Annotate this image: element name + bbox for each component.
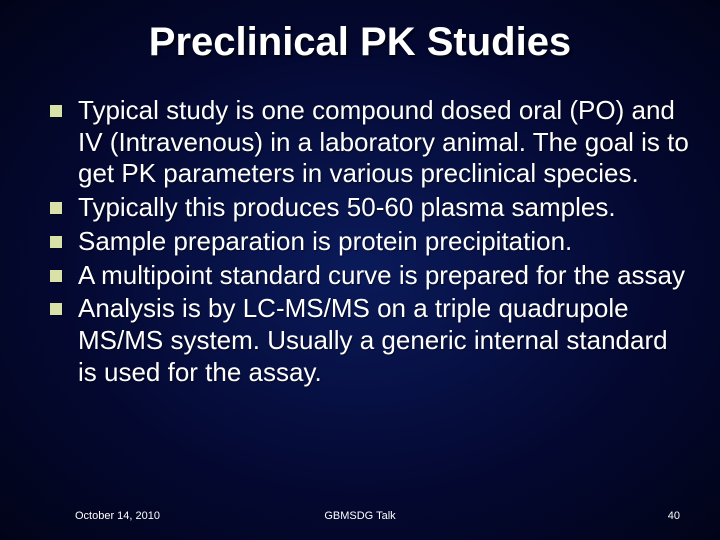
bullet-square-icon [50,202,62,214]
bullet-square-icon [50,270,62,282]
bullet-text: Sample preparation is protein precipitat… [78,226,572,258]
bullet-text: Typically this produces 50-60 plasma sam… [78,192,616,224]
bullet-text: Analysis is by LC-MS/MS on a triple quad… [78,293,690,388]
list-item: Sample preparation is protein precipitat… [50,226,690,258]
slide-footer: October 14, 2010 GBMSDG Talk 40 [0,510,720,522]
list-item: A multipoint standard curve is prepared … [50,260,690,292]
bullet-square-icon [50,105,62,117]
bullet-text: A multipoint standard curve is prepared … [78,260,685,292]
bullet-square-icon [50,303,62,315]
slide-title: Preclinical PK Studies [0,0,720,65]
list-item: Analysis is by LC-MS/MS on a triple quad… [50,293,690,388]
bullet-list: Typical study is one compound dosed oral… [0,65,720,388]
footer-center: GBMSDG Talk [324,510,395,522]
bullet-square-icon [50,236,62,248]
slide-number: 40 [668,510,680,522]
footer-date: October 14, 2010 [75,510,160,522]
list-item: Typical study is one compound dosed oral… [50,95,690,190]
slide: Preclinical PK Studies Typical study is … [0,0,720,540]
bullet-text: Typical study is one compound dosed oral… [78,95,690,190]
list-item: Typically this produces 50-60 plasma sam… [50,192,690,224]
